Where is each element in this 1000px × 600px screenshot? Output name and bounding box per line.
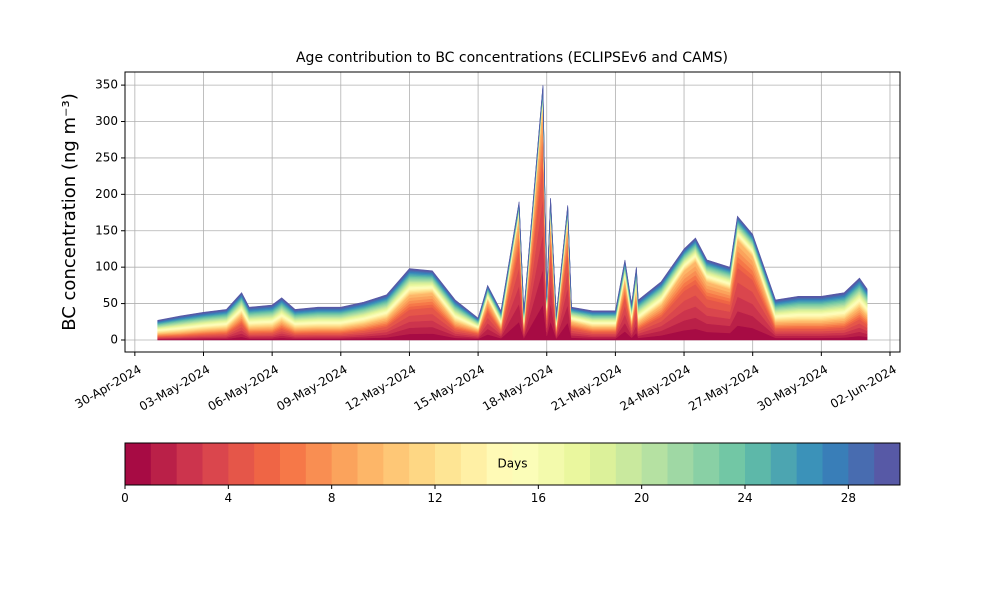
x-tick-label: 30-May-2024 [755, 362, 830, 414]
colorbar-bin [383, 443, 410, 485]
colorbar-bin [305, 443, 333, 485]
x-tick-label: 24-May-2024 [617, 362, 692, 414]
y-tick-label: 150 [95, 223, 118, 237]
chart-title: Age contribution to BC concentrations (E… [296, 50, 728, 66]
colorbar-bin [796, 443, 823, 485]
x-tick-label: 03-May-2024 [137, 362, 212, 414]
colorbar-bin [848, 443, 875, 485]
x-tick-label: 02-Jun-2024 [828, 362, 899, 411]
colorbar-bin [667, 443, 694, 485]
colorbar-bin [822, 443, 849, 485]
y-tick-label: 50 [103, 296, 118, 310]
colorbar-bin [590, 443, 617, 485]
colorbar-bin [564, 443, 591, 485]
colorbar-bin [202, 443, 229, 485]
colorbar-tick-label: 16 [531, 491, 546, 505]
colorbar-bin [460, 443, 488, 485]
y-tick-label: 0 [110, 332, 118, 346]
y-tick-label: 300 [95, 114, 118, 128]
colorbar: Days 0 4 8 12 16 20 24 28 [121, 442, 901, 505]
x-tick-label: 15-May-2024 [412, 362, 487, 414]
plot-area: 0 50 100 150 200 250 300 350 30-Apr-202403-May-2… [72, 71, 901, 414]
colorbar-bin [357, 443, 384, 485]
y-tick-label: 350 [95, 78, 118, 92]
x-tick-label: 06-May-2024 [206, 362, 281, 414]
area-band [157, 85, 868, 322]
y-tick-label: 200 [95, 187, 118, 201]
x-tick-label: 21-May-2024 [549, 362, 624, 414]
colorbar-bin [615, 443, 643, 485]
x-tick-label: 18-May-2024 [480, 362, 555, 414]
colorbar-bin [125, 443, 152, 485]
colorbar-bin [641, 443, 668, 485]
colorbar-tick-label: 20 [634, 491, 649, 505]
x-tick-label: 09-May-2024 [274, 362, 349, 414]
colorbar-tick-label: 4 [225, 491, 233, 505]
colorbar-bin [280, 443, 307, 485]
colorbar-bin [254, 443, 281, 485]
colorbar-bin [693, 443, 720, 485]
colorbar-tick-label: 12 [427, 491, 442, 505]
colorbar-bin [435, 443, 462, 485]
colorbar-label: Days [498, 457, 528, 471]
colorbar-bin [745, 443, 772, 485]
x-tick-label: 30-Apr-2024 [72, 362, 143, 411]
colorbar-bin [228, 443, 255, 485]
colorbar-tick-label: 0 [121, 491, 129, 505]
colorbar-bin [486, 443, 513, 485]
colorbar-bin [874, 443, 901, 485]
y-tick-label: 100 [95, 260, 118, 274]
colorbar-tick-label: 8 [328, 491, 336, 505]
colorbar-bin [331, 443, 358, 485]
colorbar-bin [719, 443, 746, 485]
plot-frame [124, 71, 901, 353]
colorbar-bin [150, 443, 178, 485]
x-tick-label: 27-May-2024 [686, 362, 761, 414]
y-tick-label: 250 [95, 150, 118, 164]
colorbar-tick-label: 24 [737, 491, 752, 505]
x-tick-label: 12-May-2024 [343, 362, 418, 414]
colorbar-bin [176, 443, 203, 485]
colorbar-tick-label: 28 [841, 491, 856, 505]
colorbar-frame [124, 442, 901, 486]
colorbar-bin [538, 443, 565, 485]
colorbar-bin [770, 443, 798, 485]
colorbar-bin [409, 443, 436, 485]
colorbar-bin [512, 443, 539, 485]
y-axis-label: BC concentration (ng m⁻³) [59, 93, 80, 331]
